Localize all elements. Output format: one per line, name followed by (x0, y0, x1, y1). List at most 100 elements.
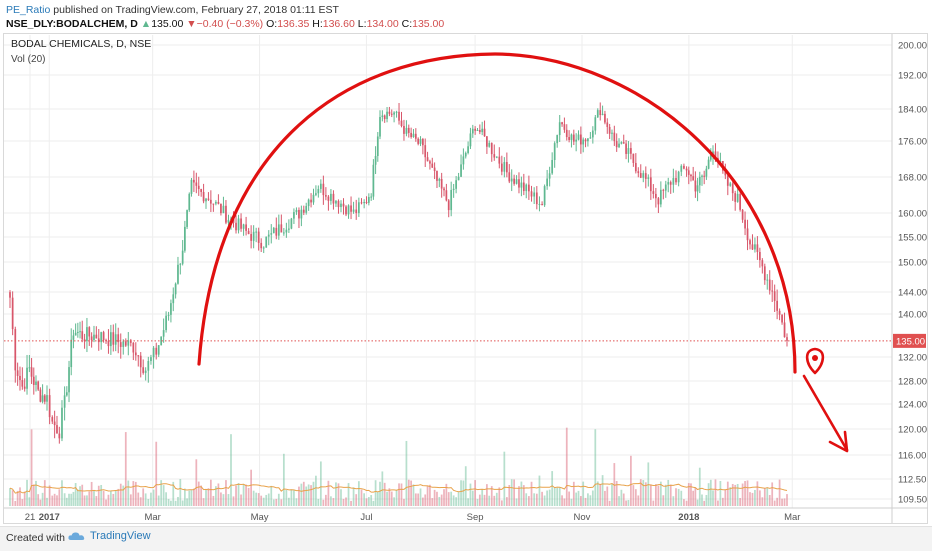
candle-body (498, 156, 501, 164)
candle-body (35, 381, 37, 385)
volume-bar (81, 484, 84, 506)
candle-body (647, 177, 650, 179)
volume-bar (683, 499, 685, 506)
candle-body (63, 395, 66, 408)
volume-bar (431, 498, 434, 506)
volume-bar (28, 497, 31, 506)
y-tick-label: 128.00 (898, 377, 927, 388)
volume-bar (460, 480, 462, 506)
candle-body (307, 199, 310, 207)
volume-bar (634, 489, 637, 506)
candle-body (335, 200, 337, 204)
volume-bar (376, 492, 379, 506)
candle-body (589, 137, 592, 139)
candle-body (181, 250, 184, 264)
volume-bar (340, 489, 342, 506)
volume-bar (207, 488, 210, 506)
volume-bar (188, 490, 191, 506)
volume-bar (438, 496, 441, 506)
candle-body (155, 347, 158, 355)
up-triangle-icon: ▲ (140, 18, 152, 30)
candle-body (575, 139, 578, 142)
volume-bar (83, 495, 86, 506)
candle-body (134, 352, 137, 356)
candle-body (677, 171, 680, 183)
volume-bar (58, 489, 61, 506)
author-link[interactable]: PE_Ratio (6, 4, 51, 16)
volume-bar (114, 490, 117, 506)
candle-body (165, 315, 167, 331)
volume-bar (117, 488, 120, 506)
y-tick-label: 144.00 (898, 288, 927, 299)
price-chart[interactable]: BODAL CHEMICALS, D, NSE Vol (20) 200.00 192… (0, 0, 932, 526)
candle-body (137, 355, 140, 357)
volume-bar (127, 480, 130, 506)
candle-body (225, 205, 227, 223)
candle-body (500, 163, 503, 172)
candle-body (751, 244, 754, 250)
x-tick-label: Mar (144, 512, 160, 523)
candle-body (150, 357, 152, 362)
candle-body (627, 148, 630, 154)
candle-body (763, 266, 766, 281)
volume-bar (61, 480, 63, 506)
volume-bar (582, 481, 585, 506)
candle-body (486, 136, 488, 147)
candle-body (426, 157, 429, 162)
volume-bar (345, 497, 347, 506)
candle-body (450, 189, 453, 211)
candle-body (288, 228, 290, 230)
volume-bar (41, 492, 44, 506)
volume-bar (56, 495, 58, 506)
volume-bar (744, 481, 746, 506)
volume-bar (410, 480, 412, 506)
candle-body (46, 395, 48, 402)
candle-body (756, 244, 759, 252)
candle-body (257, 231, 260, 243)
volume-bar (32, 484, 35, 506)
volume-bar (467, 498, 469, 506)
volume-bar (388, 488, 391, 506)
cloud-icon (68, 532, 85, 540)
candle-body (741, 209, 744, 220)
candle-body (367, 197, 370, 203)
candle-body (781, 314, 783, 323)
y-axis-labels: 200.00 192.00 184.00 176.00 168.00 160.00 155.… (898, 41, 927, 506)
candle-body (51, 417, 54, 422)
candle-body (403, 126, 405, 134)
candle-body (293, 212, 295, 219)
volume-bar (63, 493, 66, 506)
candle-body (565, 129, 568, 138)
volume-bar (97, 485, 100, 506)
tradingview-logo[interactable]: TradingView (68, 530, 151, 542)
volume-bar (350, 500, 352, 506)
volume-bar (659, 481, 662, 506)
candle-body (147, 361, 150, 371)
volume-bar (754, 489, 756, 506)
candle-body (142, 367, 145, 373)
volume-bar (763, 487, 766, 506)
candle-body (119, 342, 122, 347)
candle-body (345, 206, 347, 215)
volume-bar (70, 493, 73, 506)
volume-bar (751, 492, 754, 506)
volume-bar (280, 499, 283, 506)
volume-bars (9, 427, 788, 506)
volume-bar (508, 485, 511, 506)
volume-bar (565, 427, 568, 506)
candle-body (227, 219, 230, 223)
volume-bar (255, 492, 258, 506)
candle-body (783, 322, 786, 338)
candle-body (347, 205, 350, 215)
candle-body (30, 367, 33, 377)
candle-body (379, 117, 381, 137)
volume-bar (267, 493, 270, 506)
candle-body (217, 201, 220, 204)
volume-bar (165, 492, 167, 506)
candle-body (395, 111, 398, 113)
x-tick-label: Nov (574, 512, 591, 523)
y-tick-label: 184.00 (898, 105, 927, 116)
candle-body (778, 310, 781, 315)
x-tick-label: Sep (467, 512, 484, 523)
candle-body (190, 179, 193, 194)
